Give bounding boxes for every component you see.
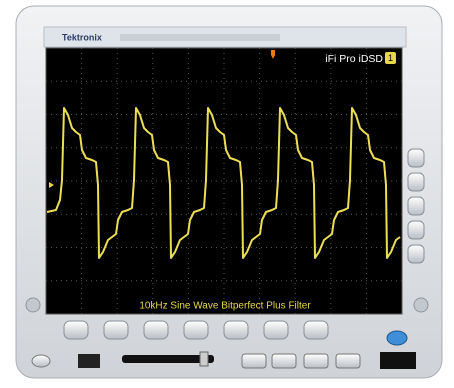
side-button[interactable] xyxy=(408,245,424,263)
power-button[interactable] xyxy=(32,355,50,367)
brand: Tektronix xyxy=(62,32,102,42)
bezel-button[interactable] xyxy=(264,321,288,339)
side-button[interactable] xyxy=(408,221,424,239)
side-button[interactable] xyxy=(408,149,424,167)
display-port xyxy=(380,352,416,369)
header-info xyxy=(120,34,280,41)
knob[interactable] xyxy=(26,298,40,312)
side-buttons xyxy=(408,149,424,263)
slider-thumb[interactable] xyxy=(200,352,208,366)
page: Tektronix iFi Pro iDSD 1 10kHz Sine Wave… xyxy=(0,0,454,383)
run-button[interactable] xyxy=(387,331,407,345)
caption: 10kHz Sine Wave Bitperfect Plus Filter xyxy=(139,301,311,312)
source-label: iFi Pro iDSD xyxy=(325,53,383,65)
bezel-button[interactable] xyxy=(144,321,168,339)
menu-button[interactable] xyxy=(304,354,328,368)
bezel-button[interactable] xyxy=(64,321,88,339)
menu-button[interactable] xyxy=(336,354,360,368)
bezel-button[interactable] xyxy=(304,321,328,339)
oscilloscope: Tektronix iFi Pro iDSD 1 10kHz Sine Wave… xyxy=(0,0,454,383)
side-button[interactable] xyxy=(408,197,424,215)
bezel-button[interactable] xyxy=(224,321,248,339)
menu-button[interactable] xyxy=(242,354,266,368)
knob[interactable] xyxy=(414,298,428,312)
screen xyxy=(46,48,402,314)
side-button[interactable] xyxy=(408,173,424,191)
bezel-button[interactable] xyxy=(184,321,208,339)
menu-button[interactable] xyxy=(272,354,296,368)
usb-port xyxy=(78,354,100,368)
channel-number: 1 xyxy=(388,53,393,63)
bezel-button[interactable] xyxy=(104,321,128,339)
